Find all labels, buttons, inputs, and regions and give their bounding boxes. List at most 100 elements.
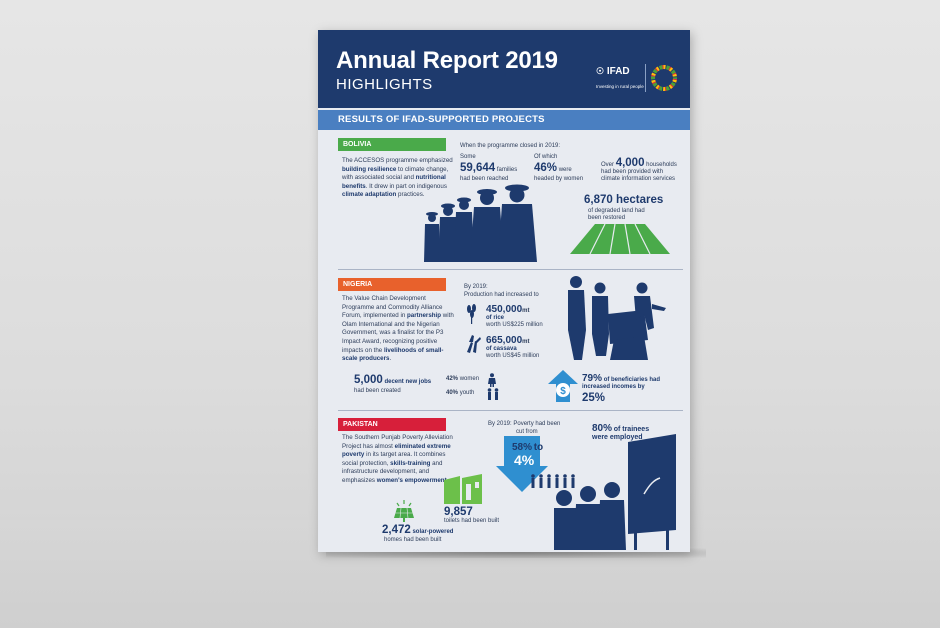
households-unit: households: [646, 162, 677, 168]
poster: Annual Report 2019 HIGHLIGHTS ☉ IFAD Inv…: [318, 30, 690, 552]
solar-value: 2,472: [382, 524, 411, 536]
income-stat: 79% of beneficiaries had: [582, 373, 660, 385]
desc-emphasis: building resilience: [342, 165, 397, 173]
desc-text: .: [389, 355, 392, 363]
section-divider: [338, 269, 683, 270]
toilets-stat: 9,857: [444, 506, 473, 519]
logo-separator: [645, 64, 646, 92]
cassava-worth: worth US$45 million: [486, 353, 540, 359]
income-pct: 79%: [582, 373, 603, 384]
poverty-to-value: 4%: [514, 452, 535, 468]
households-post-2: climate information services: [601, 176, 676, 182]
results-heading: RESULTS OF IFAD-SUPPORTED PROJECTS: [318, 110, 690, 130]
households-post-1: had been provided with: [601, 169, 664, 175]
nigeria-intro-2: Production had increased to: [464, 292, 539, 298]
desc-text: . It drew in part on indigenous: [365, 182, 447, 190]
report-subtitle: HIGHLIGHTS: [336, 76, 433, 93]
families-stat: 59,644 families: [460, 162, 517, 175]
section-divider: [338, 410, 683, 411]
women-unit: were: [558, 167, 572, 173]
sdg-wheel-icon: [651, 65, 677, 91]
cassava-stat: 665,000mt: [486, 335, 530, 347]
nigeria-description: The Value Chain Development Programme an…: [342, 295, 454, 364]
cassava-label: of cassava: [486, 346, 517, 352]
desc-text: The ACCESOS programme emphasized: [342, 157, 453, 164]
cassava-value: 665,000: [486, 335, 523, 346]
income-text-1: of beneficiaries had: [603, 377, 661, 383]
woman-icon: [488, 373, 496, 387]
toilet-building-icon: [444, 474, 482, 504]
jobs-post: had been created: [354, 388, 401, 394]
women-jobs-pct: 42%: [446, 376, 459, 382]
desc-text: with Olam International and the Nigerian…: [342, 312, 454, 354]
youth-jobs: 40% youth: [446, 390, 474, 398]
jobs-value: 5,000: [354, 374, 383, 386]
solar-panel-icon: [394, 500, 414, 522]
desc-text: The Southern Punjab Poverty Alleviation …: [342, 434, 453, 450]
women-post: headed by women: [534, 176, 584, 182]
women-stat: 46% were: [534, 162, 572, 175]
women-value: 46%: [534, 162, 558, 174]
poverty-to: 4%: [514, 452, 535, 469]
jobs-stat: 5,000 decent new jobs: [354, 374, 431, 387]
rice-unit: mt: [522, 308, 530, 314]
income-value-number: 25%: [582, 392, 606, 404]
workers-illustration: [568, 276, 666, 360]
hectares-post-1: of degraded land had: [588, 208, 645, 214]
hectares-value: 6,870 hectares: [584, 194, 663, 207]
families-unit: families: [496, 167, 518, 173]
trainees-post: were employed: [592, 434, 643, 441]
rice-stat: 450,000mt: [486, 304, 530, 316]
youth-icon: [487, 388, 499, 400]
families-value: 59,644: [460, 162, 496, 174]
header: Annual Report 2019 HIGHLIGHTS ☉ IFAD Inv…: [318, 30, 690, 108]
poverty-line-1: By 2019: Poverty had been: [488, 421, 561, 427]
desc-emphasis: partnership: [407, 312, 442, 320]
cassava-unit: mt: [522, 339, 530, 345]
households-value: 4,000: [615, 157, 645, 169]
poverty-line-2: cut from: [516, 429, 538, 435]
report-title: Annual Report 2019: [336, 47, 558, 74]
families-pre: Some: [460, 154, 476, 160]
youth-jobs-pct: 40%: [446, 390, 459, 396]
desc-text: practices.: [396, 191, 425, 199]
poverty-from: 58% to: [512, 442, 543, 454]
rice-label: of rice: [486, 315, 505, 321]
income-arrow-icon: $: [548, 370, 578, 402]
desc-text: to climate change, with associated socia…: [342, 165, 449, 182]
jobs-unit: decent new jobs: [384, 379, 432, 385]
farmers-group-illustration: [424, 184, 537, 262]
field-rows-illustration: [570, 223, 670, 255]
households-pre: Over: [601, 162, 615, 168]
desc-emphasis: nutritional benefits: [342, 174, 446, 190]
trainees-value: 80%: [592, 423, 613, 434]
poverty-to-word: to: [533, 442, 544, 453]
bolivia-intro: When the programme closed in 2019:: [460, 143, 561, 149]
pakistan-label: PAKISTAN: [338, 418, 446, 431]
desc-text: and infrastructure development, and emph…: [342, 459, 443, 484]
cassava-icon: [467, 335, 481, 353]
classroom-illustration: [554, 434, 676, 550]
pakistan-description: The Southern Punjab Poverty Alleviation …: [342, 434, 454, 486]
ifad-logo: ☉ IFAD: [596, 66, 630, 77]
desc-emphasis: skills-training: [390, 459, 431, 467]
income-value: 25%: [582, 392, 605, 405]
trainees-stat: 80% of trainees: [592, 423, 649, 435]
women-jobs: 42% women: [446, 376, 479, 384]
bolivia-description: The ACCESOS programme emphasized buildin…: [342, 157, 454, 200]
households-stat: Over 4,000 households: [601, 157, 677, 170]
poster-shadow: [326, 548, 706, 558]
nigeria-label: NIGERIA: [338, 278, 446, 291]
trainees-unit: of trainees: [613, 426, 650, 433]
hectares-post-2: been restored: [588, 215, 626, 221]
bolivia-label: BOLIVIA: [338, 138, 446, 151]
desc-emphasis: climate adaptation: [342, 191, 397, 199]
women-jobs-label: women: [459, 376, 480, 382]
nigeria-intro-1: By 2019:: [464, 284, 488, 290]
people-row-icon: [531, 474, 575, 488]
desc-text: The Value Chain Development Programme an…: [342, 295, 443, 320]
desc-text: in its target area. It combines social p…: [342, 451, 446, 467]
poverty-down-arrow: [496, 436, 548, 492]
youth-jobs-label: youth: [459, 390, 475, 396]
ifad-logo-text: IFAD: [606, 66, 630, 77]
